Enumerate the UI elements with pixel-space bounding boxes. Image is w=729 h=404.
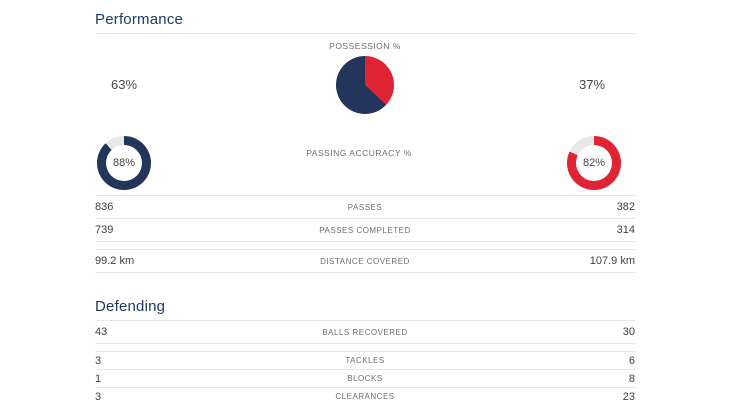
passing-accuracy-away-value: 82%	[582, 157, 606, 169]
stat-home-value: 836	[95, 201, 114, 213]
stat-away-value: 314	[616, 224, 635, 236]
passing-accuracy-home-donut: 88%	[97, 136, 151, 190]
possession-label: POSSESSION %	[329, 41, 401, 51]
table-row: 99.2 km DISTANCE COVERED 107.9 km	[95, 250, 635, 273]
stat-label: CLEARANCES	[335, 392, 395, 401]
table-row: 3 TACKLES 6	[95, 352, 635, 370]
stat-away-value: 23	[622, 390, 635, 403]
possession-pie	[336, 56, 394, 114]
table-row: 1 BLOCKS 8	[95, 370, 635, 388]
table-row: 739 PASSES COMPLETED 314	[95, 219, 635, 242]
stat-label: DISTANCE COVERED	[320, 256, 410, 266]
passing-accuracy-label: PASSING ACCURACY %	[306, 148, 412, 158]
distance-group: 99.2 km DISTANCE COVERED 107.9 km	[95, 249, 635, 273]
stat-home-value: 99.2 km	[95, 255, 135, 267]
table-row: 3 CLEARANCES 23	[95, 388, 635, 404]
stat-label: BLOCKS	[347, 374, 383, 383]
possession-away-value: 37%	[578, 77, 606, 92]
stat-home-value: 43	[95, 326, 108, 338]
stat-away-value: 8	[628, 372, 635, 385]
table-row: 43 BALLS RECOVERED 30	[95, 321, 635, 344]
stat-away-value: 30	[622, 326, 635, 338]
tackles-group: 3 TACKLES 6 1 BLOCKS 8 3 CLEARANCES 23	[95, 351, 635, 404]
performance-stats: 836 PASSES 382 739 PASSES COMPLETED 314 …	[95, 195, 635, 273]
passing-accuracy-block: 88% PASSING ACCURACY % 82%	[95, 136, 635, 190]
stat-label: PASSES	[347, 202, 383, 212]
stat-label: BALLS RECOVERED	[322, 327, 408, 337]
stat-home-value: 3	[95, 354, 102, 367]
stat-away-value: 382	[616, 201, 635, 213]
possession-block: POSSESSION % 63% 37%	[95, 34, 635, 114]
stat-away-value: 6	[628, 354, 635, 367]
possession-home-value: 63%	[110, 77, 138, 92]
stat-label: TACKLES	[345, 356, 385, 365]
stat-label: PASSES COMPLETED	[319, 225, 411, 235]
stat-home-value: 739	[95, 224, 114, 236]
passes-group: 836 PASSES 382 739 PASSES COMPLETED 314	[95, 195, 635, 242]
stat-home-value: 3	[95, 390, 102, 403]
passing-accuracy-away-donut: 82%	[567, 136, 621, 190]
stat-home-value: 1	[95, 372, 102, 385]
balls-recovered-group: 43 BALLS RECOVERED 30	[95, 321, 635, 344]
table-row: 836 PASSES 382	[95, 196, 635, 219]
performance-section-title: Performance	[95, 0, 635, 34]
defending-section-title: Defending	[95, 287, 635, 321]
defending-stats: 43 BALLS RECOVERED 30 3 TACKLES 6 1 BLOC…	[95, 321, 635, 404]
passing-accuracy-home-value: 88%	[112, 157, 136, 169]
stat-away-value: 107.9 km	[589, 255, 635, 267]
